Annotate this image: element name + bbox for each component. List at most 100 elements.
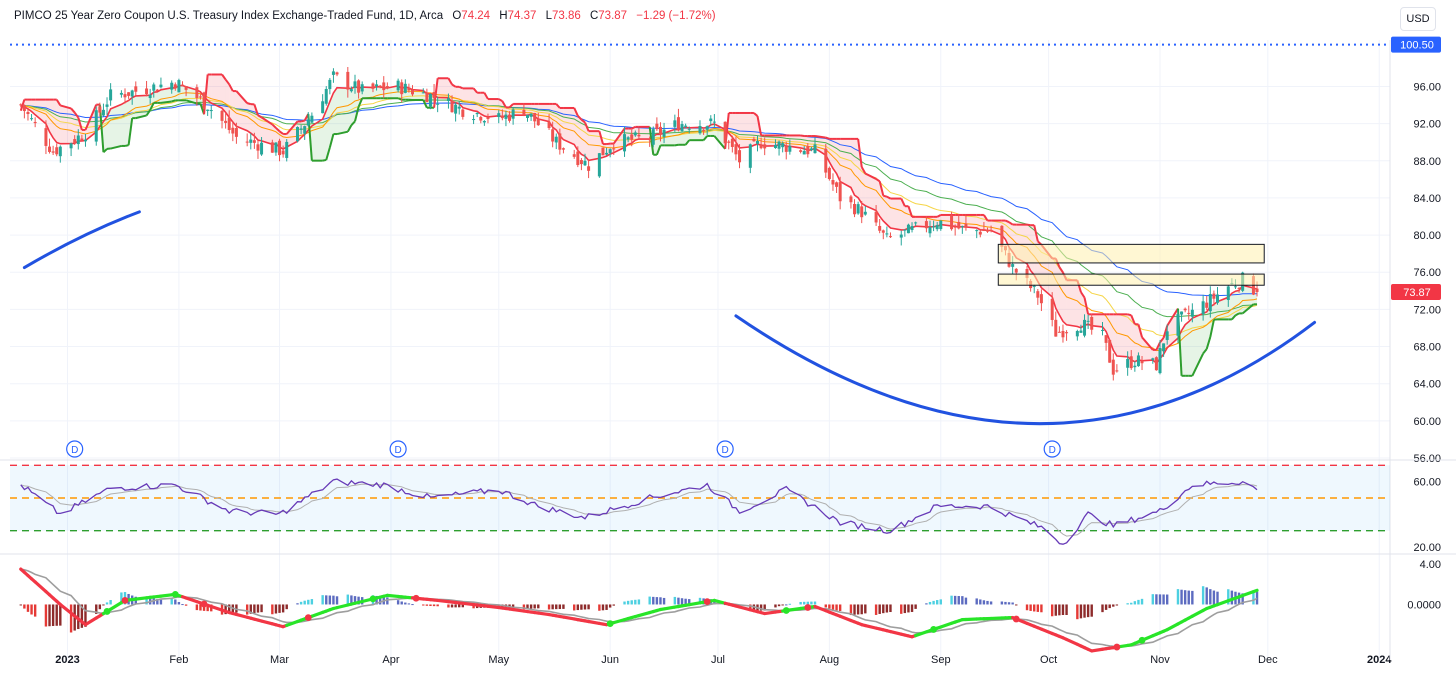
trail-stop-segment <box>860 166 867 174</box>
macd-histogram-bar <box>749 604 752 611</box>
candle-body <box>612 148 616 150</box>
macd-histogram-bar <box>684 598 687 605</box>
macd-histogram-bar <box>404 602 407 605</box>
trail-stop-segment <box>483 92 489 100</box>
candle-body <box>1086 320 1090 322</box>
macd-line-segment <box>33 580 48 594</box>
candle-body <box>436 103 440 105</box>
macd-histogram-bar <box>407 603 411 605</box>
candle-body <box>421 92 425 94</box>
macd-histogram-bar <box>533 604 536 609</box>
trail-fill-segment <box>355 86 359 122</box>
candle-body <box>303 126 307 134</box>
macd-histogram-bar <box>1054 604 1057 616</box>
trail-fill-segment <box>764 135 776 147</box>
resistance-zone <box>997 243 1265 264</box>
macd-histogram-bar <box>831 604 835 610</box>
rsi-signal-line <box>20 483 1258 537</box>
symbol-title[interactable]: PIMCO 25 Year Zero Coupon U.S. Treasury … <box>14 10 444 22</box>
candle-body <box>1216 294 1219 303</box>
macd-line-segment <box>1215 599 1230 607</box>
macd-histogram-bar <box>810 601 813 605</box>
macd-histogram-bar <box>69 604 73 633</box>
trail-stop-segment <box>598 130 604 145</box>
macd-histogram-bar <box>350 595 353 605</box>
candle-body <box>1226 286 1230 300</box>
trail-stop-segment <box>350 120 356 126</box>
trail-fill-segment <box>498 99 503 117</box>
macd-histogram-bar <box>1036 604 1040 612</box>
candle-body <box>109 89 113 101</box>
trail-stop-segment <box>648 126 655 155</box>
candle-body <box>357 80 361 93</box>
macd-histogram-bar <box>882 604 885 614</box>
macd-histogram-bar <box>310 599 314 605</box>
candle-body <box>526 114 529 118</box>
trail-fill-segment <box>1167 308 1178 348</box>
macd-histogram-bar <box>986 600 989 605</box>
macd-histogram-bar <box>184 604 188 606</box>
candle-body <box>1212 293 1216 299</box>
macd-histogram-bar <box>612 604 615 606</box>
macd-line-segment <box>461 601 476 607</box>
candle-body <box>522 110 526 116</box>
currency-button[interactable]: USD <box>1400 7 1436 31</box>
candle-body <box>220 110 224 121</box>
macd-histogram-bar <box>454 604 457 608</box>
macd-histogram-bar <box>51 604 55 626</box>
candle-body <box>346 71 350 90</box>
trail-stop-segment <box>878 181 885 196</box>
macd-line-segment <box>586 619 601 625</box>
macd-histogram-bar <box>357 596 360 605</box>
candle-body <box>964 223 968 228</box>
horizontal-line-price-label-bg <box>1391 36 1441 53</box>
macd-histogram-bar <box>803 601 806 605</box>
candle-body <box>94 110 98 142</box>
trail-fill-segment <box>689 127 700 141</box>
candle-body <box>536 119 540 126</box>
macd-line-segment <box>234 612 249 619</box>
candle-body <box>626 137 630 140</box>
candle-body <box>400 82 404 95</box>
macd-cross-down-dot <box>1012 615 1020 623</box>
price-y-tick-label: 80.00 <box>1413 230 1441 242</box>
trail-stop-segment <box>278 130 284 135</box>
candle-body <box>1187 312 1191 314</box>
macd-cross-up-dot <box>369 595 377 603</box>
candle-body <box>1025 268 1029 278</box>
trail-stop-segment <box>555 103 561 109</box>
macd-histogram-bar <box>199 604 202 611</box>
trail-fill-segment <box>861 167 866 206</box>
macd-histogram-bar <box>177 602 181 605</box>
trail-fill-segment <box>980 214 984 230</box>
candle-body <box>1233 286 1237 288</box>
trail-fill-segment <box>286 121 298 148</box>
macd-histogram-bar <box>1187 590 1190 605</box>
macd-histogram-bar <box>537 604 540 609</box>
macd-line-segment <box>939 621 954 629</box>
trail-fill-segment <box>1142 337 1153 361</box>
candle-body <box>658 126 662 135</box>
trail-stop-segment <box>285 120 299 135</box>
macd-histogram-bar <box>580 604 583 610</box>
trail-fill-segment <box>577 115 582 155</box>
macd-histogram-bar <box>626 600 630 605</box>
candle-body <box>127 92 131 96</box>
macd-histogram-bar <box>386 597 389 605</box>
macd-line-segment <box>58 602 73 615</box>
macd-histogram-bar <box>598 604 601 611</box>
macd-histogram-bar <box>59 604 62 626</box>
macd-histogram-bar <box>450 604 454 608</box>
trail-stop-segment <box>336 130 349 136</box>
macd-cross-up-dot <box>103 608 111 615</box>
candle-body <box>101 109 105 116</box>
trail-stop-segment <box>84 104 98 131</box>
trail-stop-segment <box>825 136 830 140</box>
candle-body <box>119 92 123 95</box>
macd-line-segment <box>83 616 98 627</box>
candle-body <box>375 84 379 87</box>
macd-histogram-bar <box>1101 604 1104 613</box>
macd-histogram-bar <box>835 604 838 611</box>
